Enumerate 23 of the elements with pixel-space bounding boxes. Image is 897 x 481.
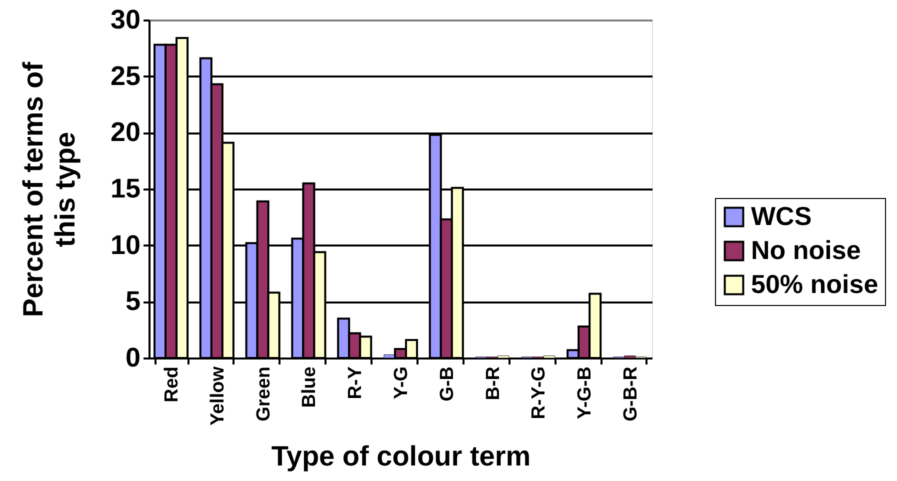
y-tick-label: 5 — [125, 286, 140, 316]
x-tick-label: Yellow — [207, 366, 228, 426]
x-axis-title: Type of colour term — [271, 440, 531, 472]
legend-label: WCS — [751, 201, 812, 231]
y-tick-label: 0 — [125, 342, 140, 372]
y-tick-label: 30 — [110, 4, 140, 34]
x-tick-label: Blue — [299, 366, 320, 408]
y-tick-label: 10 — [110, 230, 140, 260]
x-tick-label: R-Y-G — [528, 366, 550, 420]
x-tick-label: G-B — [436, 366, 458, 402]
x-tick-label: Y-G-B — [574, 366, 596, 420]
x-tick-label: R-Y — [345, 366, 366, 400]
x-tick-label: Y-G — [391, 366, 412, 400]
y-tick-label: 20 — [110, 117, 140, 148]
y-tick-label: 25 — [110, 60, 140, 91]
legend-label: 50% noise — [751, 269, 878, 299]
y-tick-label: 15 — [110, 174, 140, 204]
x-tick-label: Red — [162, 366, 183, 402]
y-axis-title: Percent of terms of this type — [17, 61, 80, 318]
x-tick-label: Green — [253, 366, 274, 422]
x-tick-label: G-B-R — [620, 366, 642, 422]
x-tick-label: B-R — [482, 366, 504, 400]
legend-label: No noise — [751, 235, 861, 265]
